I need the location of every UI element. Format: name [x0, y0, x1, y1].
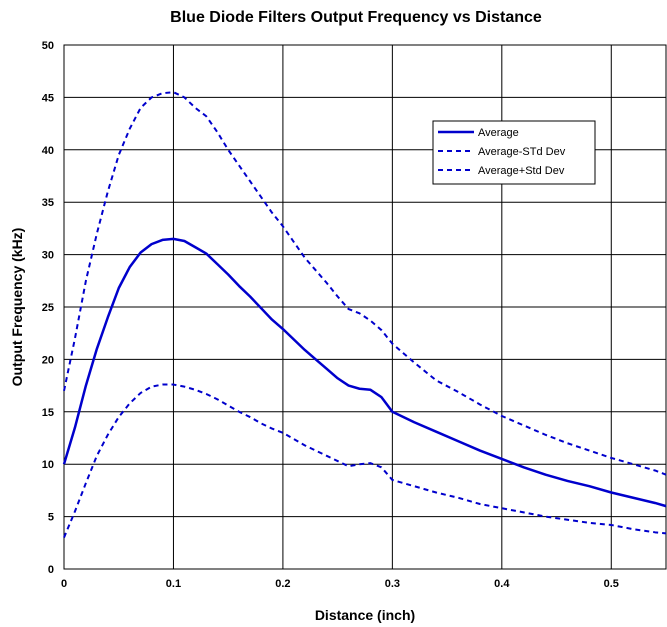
y-tick-label: 35 [42, 197, 54, 209]
x-tick-label: 0 [61, 578, 67, 590]
x-tick-label: 0.3 [385, 578, 400, 590]
x-tick-label: 0.1 [166, 578, 181, 590]
x-tick-label: 0.4 [494, 578, 510, 590]
y-tick-label: 45 [42, 92, 54, 104]
x-tick-label: 0.2 [275, 578, 290, 590]
chart-title: Blue Diode Filters Output Frequency vs D… [170, 9, 542, 26]
y-axis-label: Output Frequency (kHz) [9, 228, 25, 387]
legend-label-1: Average [478, 127, 519, 139]
series-lines [62, 91, 667, 538]
y-tick-label: 30 [42, 250, 54, 262]
y-tick-label: 0 [48, 564, 54, 576]
x-axis-label: Distance (inch) [315, 607, 415, 623]
y-tick-label: 5 [48, 512, 54, 524]
x-tick-labels: 0 0.1 0.2 0.3 0.4 0.5 [61, 578, 619, 590]
y-tick-label: 15 [42, 407, 54, 419]
y-tick-label: 20 [42, 354, 54, 366]
series-line-2 [63, 383, 667, 538]
series-line-1 [62, 237, 667, 508]
legend-items: Average Average-STd Dev Average+Std Dev [438, 127, 566, 177]
y-tick-labels: 0 5 10 15 20 25 30 35 40 45 50 [42, 40, 54, 576]
series-line-3 [63, 91, 667, 476]
legend: Average Average-STd Dev Average+Std Dev [432, 120, 596, 185]
legend-label-2: Average-STd Dev [478, 146, 566, 158]
y-tick-label: 50 [42, 40, 54, 52]
y-tick-label: 25 [42, 302, 54, 314]
plot-area [63, 44, 667, 570]
x-tick-label: 0.5 [604, 578, 619, 590]
legend-label-3: Average+Std Dev [478, 165, 565, 177]
y-tick-label: 10 [42, 459, 54, 471]
y-tick-label: 40 [42, 145, 54, 157]
